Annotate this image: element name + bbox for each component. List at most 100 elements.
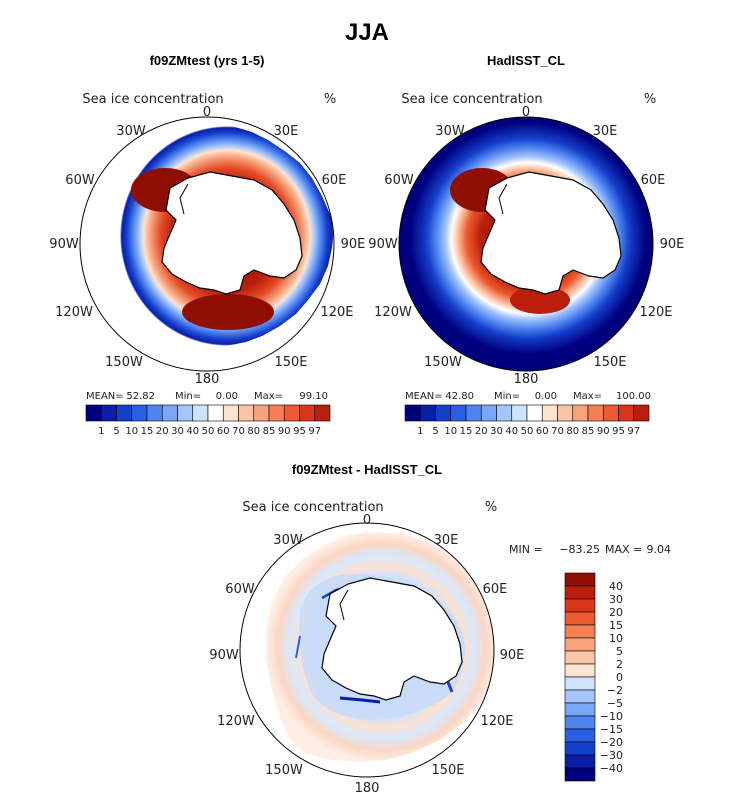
colorbar-label: 15 [609,619,623,632]
colorbar-swatch [131,404,148,422]
panel-diff: f09ZMtest - HadISST_CL Sea ice concentra… [209,462,671,796]
colorbar-obs: 1 5 10 15 20 30 40 50 60 70 80 85 90 95 97 [404,404,650,437]
colorbar-label: −5 [607,697,623,710]
colorbar-swatch [268,404,285,422]
colorbar-swatch [564,689,596,704]
colorbar-label: −2 [607,684,623,697]
colorbar-label: 70 [232,426,245,437]
lon-120w-b: 120W [374,305,412,320]
colorbar-swatch [161,404,178,422]
colorbar-swatch [564,754,596,769]
colorbar-swatch [419,404,436,422]
colorbar-swatch [564,624,596,639]
colorbar-swatch [564,715,596,730]
colorbar-label: 0 [616,671,623,684]
colorbar-label: 40 [609,580,623,593]
mean-value-b: 42.80 [445,391,474,402]
colorbar-swatch [496,404,513,422]
colorbar-label: 10 [125,426,138,437]
lon-30e-c: 30E [434,533,459,548]
max-value-a: 99.10 [299,391,328,402]
colorbar-label: 70 [551,426,564,437]
colorbar-label: −30 [600,749,623,762]
lon-90e-b: 90E [660,237,685,252]
colorbar-label: −40 [600,762,623,775]
lon-90e-c: 90E [500,648,525,663]
colorbar-swatch [283,404,300,422]
colorbar-label: 1 [417,426,423,437]
lon-30w-c: 30W [273,533,303,548]
colorbar-swatch [207,404,224,422]
mean-label-a: MEAN= [86,391,124,402]
figure-title: JJA [345,19,389,46]
min-label-b: Min= [494,391,520,402]
lon-0-b: 0 [522,105,530,120]
colorbar-swatch [526,404,543,422]
colorbar-swatch [450,404,467,422]
colorbar-swatch [85,404,102,422]
panel-model-variable: Sea ice concentration [82,92,223,107]
lon-90w-c: 90W [209,648,239,663]
ross-max-obs [510,286,570,314]
colorbar-label: 90 [278,426,291,437]
colorbar-label: 50 [202,426,215,437]
panel-diff-title: f09ZMtest - HadISST_CL [292,462,442,477]
min-label-c: MIN = [509,543,543,556]
colorbar-swatch [564,611,596,626]
colorbar-label: 40 [186,426,199,437]
colorbar-label: 97 [627,426,640,437]
panel-diff-units: % [485,500,497,515]
min-value-b: 0.00 [535,391,557,402]
max-value-b: 100.00 [616,391,651,402]
colorbar-label: 30 [609,593,623,606]
lon-30e-a: 30E [274,124,299,139]
lon-120e-b: 120E [639,305,672,320]
colorbar-label: 50 [521,426,534,437]
colorbar-swatch [564,767,596,782]
panel-diff-variable: Sea ice concentration [242,500,383,515]
colorbar-label: 5 [616,645,623,658]
colorbar-swatch [238,404,255,422]
panel-model-units: % [324,92,336,107]
colorbar-swatch [564,728,596,743]
max-value-c: 9.04 [647,543,672,556]
lon-60e-c: 60E [483,582,508,597]
colorbar-label: 40 [505,426,518,437]
colorbar-swatch [564,572,596,587]
colorbar-swatch [465,404,482,422]
colorbar-swatch [602,404,619,422]
colorbar-swatch [116,404,133,422]
lon-60w-c: 60W [225,582,255,597]
panel-obs-units: % [644,92,656,107]
lon-90w-b: 90W [368,237,398,252]
colorbar-swatch [572,404,589,422]
colorbar-label: 20 [156,426,169,437]
lon-180-b: 180 [514,372,539,387]
colorbar-label: 30 [171,426,184,437]
colorbar-swatch [314,404,331,422]
mean-label-b: MEAN= [405,391,443,402]
lon-60e-b: 60E [641,173,666,188]
colorbar-swatch [564,598,596,613]
lon-60w-a: 60W [65,173,95,188]
colorbar-swatch [564,637,596,652]
colorbar-label: 5 [432,426,438,437]
colorbar-swatch [480,404,497,422]
colorbar-model: 1 5 10 15 20 30 40 50 60 70 80 85 90 95 97 [85,404,331,437]
colorbar-swatch [541,404,558,422]
map-boundary-diff [239,522,495,778]
max-label-b: Max= [573,391,602,402]
colorbar-swatch [633,404,650,422]
colorbar-swatch [435,404,452,422]
colorbar-swatch [587,404,604,422]
lon-150w-c: 150W [265,763,303,778]
colorbar-label: 1 [98,426,104,437]
colorbar-label: 15 [141,426,154,437]
max-label-a: Max= [254,391,283,402]
colorbar-label: 10 [609,632,623,645]
lon-90e-a: 90E [341,237,366,252]
colorbar-swatch [564,702,596,717]
lon-150w-b: 150W [424,355,462,370]
lon-90w-a: 90W [49,237,79,252]
max-label-c: MAX = [605,543,642,556]
